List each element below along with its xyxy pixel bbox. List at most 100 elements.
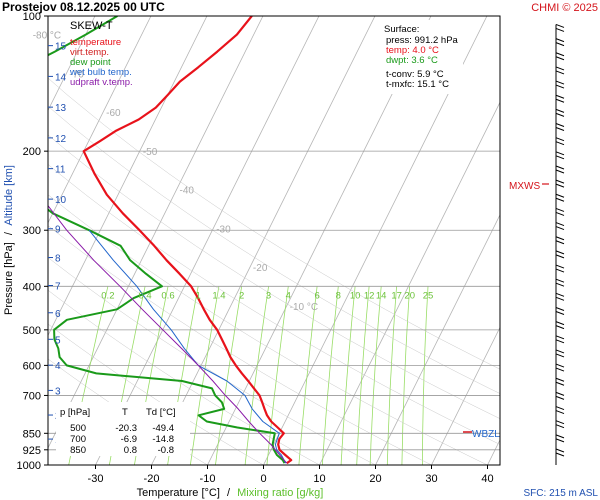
isotherm-label: -40 xyxy=(180,186,195,197)
altitude-tick-label: 12 xyxy=(55,134,67,145)
isotherm-label: -70 xyxy=(69,69,84,80)
mixing-ratio-label: 0.2 xyxy=(101,290,114,301)
mixing-ratio-line xyxy=(215,286,243,465)
wind-barb-flag xyxy=(555,438,565,443)
y-axis-label-altitude: Altitude [km] xyxy=(3,165,15,226)
plot-frame xyxy=(47,15,501,466)
y-axis-label-sep: / xyxy=(3,231,15,235)
level-row-p: 700 xyxy=(70,434,86,445)
dry-adiabat-line xyxy=(48,105,500,394)
pressure-tick-label: 850 xyxy=(23,428,41,440)
legend-wet-bulb: wet bulb temp. xyxy=(69,67,132,78)
sfc-label: SFC: 215 m ASL xyxy=(524,488,599,499)
pressure-tick-label: 700 xyxy=(23,390,41,402)
isotherm-labels: -80 °C -70 -60 -50 -40 -30 -20 -10 °C xyxy=(33,31,318,313)
wind-barb-flag xyxy=(555,448,565,453)
wind-barb-flag xyxy=(555,452,565,457)
temperature-tick-label: -30 xyxy=(88,473,104,485)
wind-barb-flag xyxy=(555,66,565,71)
wind-barb-flag xyxy=(555,236,565,241)
level-table-header-td: Td [°C] xyxy=(146,407,176,418)
wind-barb-flag xyxy=(555,278,565,283)
legend-temperature: temperature xyxy=(70,37,121,48)
pressure-tick-label: 600 xyxy=(23,360,41,372)
level-table: p [hPa] T Td [°C] 500 -20.3 -49.4 700 -6… xyxy=(56,402,190,456)
mixing-ratio-label: 0.4 xyxy=(138,290,151,301)
isotherm-line xyxy=(48,16,264,449)
wind-barb-flag xyxy=(555,377,565,382)
mixing-ratio-line xyxy=(340,286,356,465)
temperature-tick-label: 20 xyxy=(369,473,381,485)
surface-tconv: t-conv: 5.9 °C xyxy=(386,69,444,80)
temperature-tick-label: -20 xyxy=(144,473,160,485)
wind-barb-flag xyxy=(555,391,565,396)
wind-barb-flag xyxy=(555,434,565,439)
pressure-tick-label: 300 xyxy=(23,225,41,237)
wind-barb-flag xyxy=(555,222,565,227)
wind-barb-flag xyxy=(555,197,565,202)
wind-barb-flag xyxy=(555,23,565,28)
mixing-ratio-label: 1 xyxy=(196,290,201,301)
surface-tmxfc: t-mxfc: 15.1 °C xyxy=(386,79,449,90)
legend-chart-name: SKEW-T xyxy=(70,20,113,32)
level-row-p: 850 xyxy=(70,445,86,456)
level-table-bg xyxy=(56,402,190,456)
wind-barb-flag xyxy=(555,70,565,75)
wind-barb-flag xyxy=(555,207,565,212)
isotherm-line xyxy=(48,16,96,112)
wind-barb-flag xyxy=(555,406,565,411)
mixing-ratio-label: 20 xyxy=(404,290,415,301)
wind-barb-flag xyxy=(555,155,565,160)
wind-barb-flag xyxy=(555,395,565,400)
wind-barb-flag xyxy=(555,98,565,103)
wind-barb-flag xyxy=(555,127,565,131)
surface-temp: temp: 4.0 °C xyxy=(386,45,439,56)
wind-barb-flag xyxy=(555,151,565,156)
wind-barb-flag xyxy=(555,268,565,273)
mixing-ratio-line xyxy=(190,286,220,465)
isotherm-line xyxy=(48,16,208,337)
mixing-ratio-line xyxy=(401,286,411,465)
isotherm-line xyxy=(487,438,500,465)
level-row-t: -6.9 xyxy=(121,434,137,445)
pressure-tick-label: 200 xyxy=(23,146,41,158)
legend-virt-temp: virt.temp. xyxy=(70,47,109,58)
level-row-t: 0.8 xyxy=(124,445,137,456)
temperature-tick-label: 0 xyxy=(260,473,266,485)
mixing-ratio-label: 8 xyxy=(336,290,341,301)
isotherm-label: -80 °C xyxy=(33,31,61,42)
isotherm-line xyxy=(319,101,500,465)
surface-title: Surface: xyxy=(384,24,419,35)
isotherm-label: -50 xyxy=(143,147,158,158)
wind-barb-flag xyxy=(555,292,565,297)
isotherm-label: -30 xyxy=(216,224,231,235)
wind-barb-flag xyxy=(555,169,565,174)
surface-dwpt: dwpt: 3.6 °C xyxy=(386,55,438,66)
wind-barb-flag xyxy=(555,165,565,170)
wind-barb-flag xyxy=(555,211,565,216)
wind-barb-flag xyxy=(555,410,565,415)
mixing-ratio-label: 6 xyxy=(314,290,319,301)
wind-barb-flag xyxy=(555,179,565,184)
wind-barb-flag xyxy=(555,240,565,245)
pressure-tick-label: 100 xyxy=(23,11,41,23)
altitude-tick-labels: 123456789101112131415 xyxy=(48,42,67,446)
surface-box-bg xyxy=(381,20,463,94)
isotherm-label: -60 xyxy=(106,108,121,119)
mixing-ratio-label: 4 xyxy=(286,290,291,301)
wind-barb-flag xyxy=(555,367,565,372)
wind-barb-flag xyxy=(555,56,565,61)
mixing-ratio-label: 14 xyxy=(376,290,387,301)
level-row-td: -49.4 xyxy=(152,423,174,434)
wind-barb-flag xyxy=(555,27,565,32)
wind-barb-flag xyxy=(555,80,565,85)
wind-barb-flag xyxy=(555,424,565,429)
wind-barb-flag xyxy=(555,183,565,188)
level-table-header-p: p [hPa] xyxy=(60,407,90,418)
wind-barb-flag xyxy=(555,264,565,269)
credit-label: CHMI © 2025 xyxy=(531,2,598,14)
series-udpraft-v-temp xyxy=(48,204,288,464)
altitude-tick-label: 4 xyxy=(55,361,61,372)
mixing-ratio-label: 12 xyxy=(364,290,375,301)
